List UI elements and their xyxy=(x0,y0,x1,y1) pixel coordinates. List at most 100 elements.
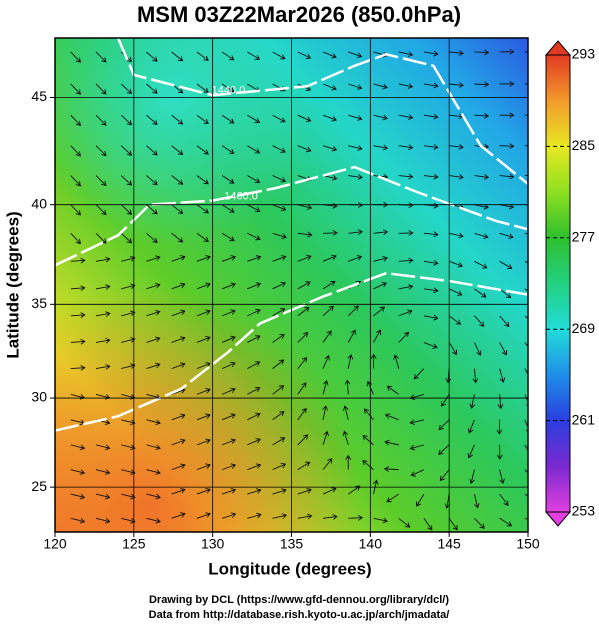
flow-arrow xyxy=(171,487,186,495)
flow-arrow xyxy=(70,312,86,319)
flow-arrow xyxy=(373,329,382,343)
flow-arrow xyxy=(322,114,337,122)
colorbar-tick-label: 277 xyxy=(572,229,596,245)
flow-arrow xyxy=(524,175,528,177)
flow-arrow xyxy=(383,466,399,472)
flow-arrow xyxy=(120,175,133,186)
flow-arrow xyxy=(499,342,508,356)
flow-arrow xyxy=(70,175,81,187)
flow-arrow xyxy=(221,83,235,93)
flow-arrow xyxy=(196,413,211,421)
flow-arrow xyxy=(247,488,262,495)
x-tick-label: 150 xyxy=(516,536,540,552)
flow-arrow xyxy=(146,204,158,215)
flow-arrow xyxy=(297,488,312,495)
flow-arrow xyxy=(348,114,363,121)
flow-arrow xyxy=(322,145,338,152)
flow-arrow xyxy=(272,281,287,290)
flow-arrow xyxy=(322,514,338,520)
flow-arrow xyxy=(441,394,450,407)
flow-arrow xyxy=(171,51,184,62)
flow-arrow xyxy=(120,204,133,215)
flow-arrow xyxy=(196,282,211,290)
flow-arrow xyxy=(473,342,482,356)
colorbar-tick-label: 253 xyxy=(572,503,596,519)
flow-arrow xyxy=(448,518,458,531)
flow-arrow xyxy=(423,342,438,349)
flow-arrow xyxy=(95,493,111,500)
flow-arrow xyxy=(95,284,111,290)
flow-arrow xyxy=(499,143,515,149)
flow-arrow xyxy=(322,280,336,290)
flow-arrow xyxy=(524,444,528,456)
flow-arrow xyxy=(70,145,81,157)
flow-arrow xyxy=(247,51,261,60)
flow-arrow xyxy=(297,281,311,290)
flow-arrow xyxy=(171,362,186,370)
flow-arrow xyxy=(472,368,479,384)
flow-arrow xyxy=(347,329,356,343)
flow-arrow xyxy=(121,444,136,451)
flow-arrow xyxy=(448,288,463,296)
flow-arrow xyxy=(297,356,308,369)
flow-arrow xyxy=(146,517,161,524)
flow-arrow xyxy=(272,232,287,240)
flow-arrow xyxy=(322,355,330,369)
flow-arrow xyxy=(247,335,261,343)
flow-arrow xyxy=(221,232,235,242)
flow-arrow xyxy=(95,256,111,263)
flow-arrow xyxy=(247,255,262,262)
contour-label: 1460.0 xyxy=(224,190,258,202)
colorbar-tick-label: 293 xyxy=(572,46,596,62)
flow-arrow xyxy=(247,438,261,446)
flow-arrow xyxy=(409,419,425,425)
flow-arrow xyxy=(297,306,310,317)
colorbar-min-triangle xyxy=(544,511,572,527)
flow-arrow xyxy=(398,309,413,317)
flow-arrow xyxy=(474,232,489,239)
flow-arrow xyxy=(171,336,186,343)
flow-arrow xyxy=(348,255,363,262)
flow-arrow xyxy=(386,385,399,395)
flow-arrow xyxy=(146,145,158,156)
x-tick-label: 140 xyxy=(359,536,383,552)
flow-arrow xyxy=(121,283,136,290)
flow-arrow xyxy=(322,254,337,262)
flow-arrow xyxy=(221,361,236,370)
flow-arrow xyxy=(146,232,158,243)
flow-arrow xyxy=(121,255,136,262)
flow-arrow xyxy=(344,379,351,395)
flow-arrow xyxy=(272,359,285,369)
flow-arrow xyxy=(449,260,464,268)
height-contour xyxy=(55,165,528,267)
flow-arrow xyxy=(120,83,133,95)
flow-arrow xyxy=(499,493,509,506)
flow-arrow xyxy=(221,488,237,495)
flow-arrow xyxy=(221,145,235,154)
flow-arrow xyxy=(438,419,450,431)
flow-arrow xyxy=(413,368,425,380)
flow-arrow xyxy=(171,255,186,262)
footer-line: Data from http://database.rish.kyoto-u.a… xyxy=(149,609,450,621)
flow-arrow xyxy=(423,231,439,238)
flow-arrow xyxy=(221,204,235,213)
flow-arrow xyxy=(70,257,86,264)
flow-arrow xyxy=(196,145,209,155)
flow-arrow xyxy=(171,145,184,156)
flow-arrow xyxy=(423,518,433,531)
flow-arrow xyxy=(373,83,388,90)
flow-arrow xyxy=(95,232,107,244)
flow-arrow xyxy=(221,175,235,184)
flow-arrow xyxy=(70,338,86,345)
flow-arrow xyxy=(398,331,410,343)
flow-arrow xyxy=(398,114,414,120)
flow-arrow xyxy=(496,419,503,435)
flow-arrow xyxy=(469,469,475,485)
flow-arrow xyxy=(393,354,400,369)
flow-arrow xyxy=(120,114,133,126)
flow-arrow xyxy=(272,437,286,446)
flow-arrow xyxy=(524,51,528,53)
flow-arrow xyxy=(221,51,235,61)
flow-arrow xyxy=(171,114,184,125)
